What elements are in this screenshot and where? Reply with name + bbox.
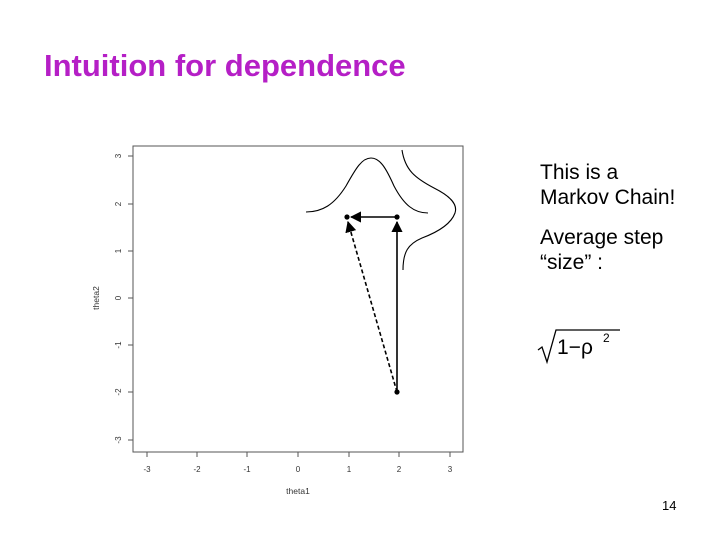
dashed-net-step-arrow — [345, 220, 398, 393]
theta1-marginal-density-curve — [305, 157, 429, 214]
formula-exponent: 2 — [603, 331, 610, 345]
y-tick-label: -3 — [114, 436, 123, 444]
chain-point-middle — [394, 214, 400, 220]
x-tick-label: 1 — [347, 465, 352, 474]
x-tick-label: 0 — [296, 465, 301, 474]
x-tick-label: 2 — [397, 465, 402, 474]
y-tick-label: 0 — [114, 295, 123, 300]
x-axis-label: theta1 — [286, 486, 310, 496]
bullet-list: This is a Markov Chain! Average step “si… — [540, 160, 680, 290]
slide-title: Intuition for dependence — [44, 48, 406, 83]
theta2-marginal-density-curve — [401, 149, 457, 271]
y-axis-label: theta2 — [91, 286, 101, 310]
y-tick-label: 2 — [114, 201, 123, 206]
formula-radicand: 1−ρ — [557, 336, 593, 359]
y-axis — [128, 155, 133, 441]
x-tick-label: -1 — [243, 465, 251, 474]
plot-frame — [132, 145, 464, 453]
radical-sign — [537, 329, 620, 365]
x-tick-label: -3 — [143, 465, 151, 474]
x-tick-label: 3 — [448, 465, 453, 474]
y-tick-label: 3 — [114, 153, 123, 158]
page-number: 14 — [662, 498, 677, 513]
y-tick-label: -1 — [114, 341, 123, 349]
x-axis — [146, 452, 451, 457]
y-tick-label: -2 — [114, 388, 123, 396]
sqrt-formula: 1−ρ 2 — [537, 329, 620, 365]
bullet-markov-chain: This is a Markov Chain! — [540, 161, 676, 209]
y-tick-label: 1 — [114, 248, 123, 253]
x-tick-label: -2 — [193, 465, 201, 474]
chain-point-end — [344, 214, 350, 220]
chain-point-start — [394, 389, 400, 395]
bullet-average-step-size: Average step “size” : — [540, 226, 664, 274]
